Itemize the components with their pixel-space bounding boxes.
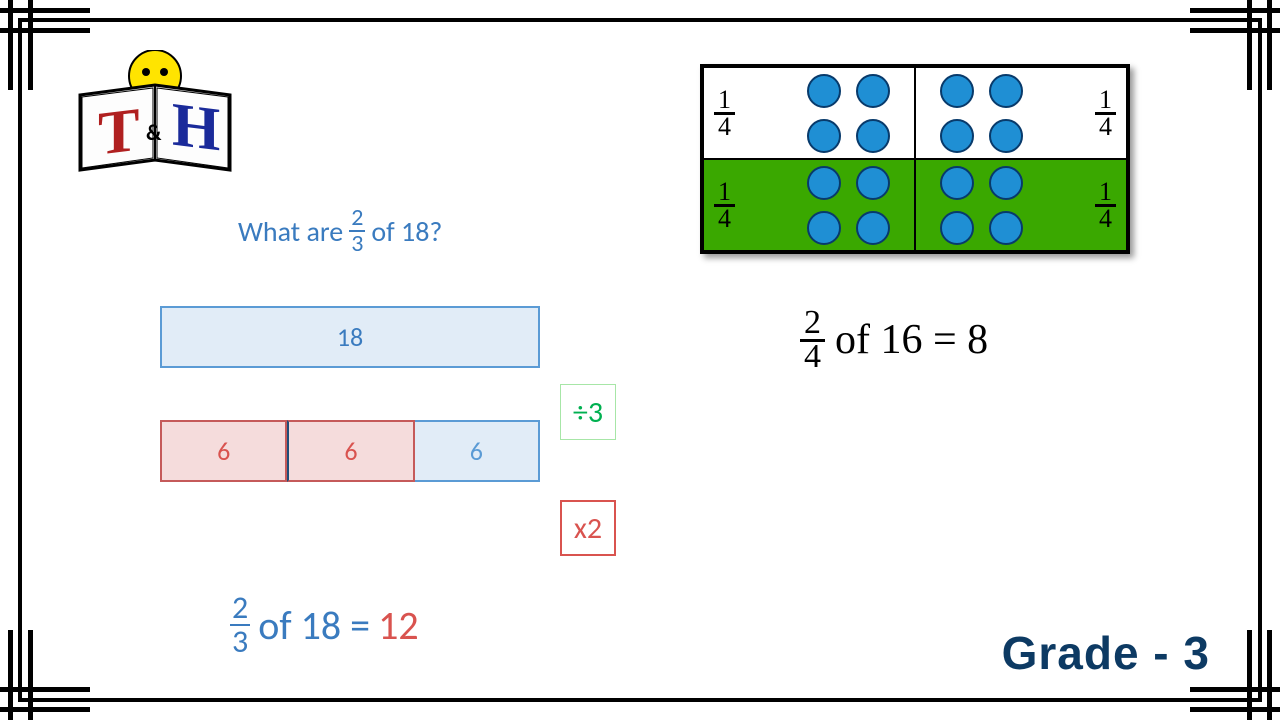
quad-fraction: 14: [714, 88, 735, 138]
quad-fraction: 14: [1095, 180, 1116, 230]
bar-part-cell: 6: [287, 420, 414, 482]
dot: [940, 211, 974, 245]
logo: T & H: [70, 50, 240, 180]
answer-right-text: of 16 = 8: [835, 316, 988, 364]
bar-part-cell: 6: [415, 420, 540, 482]
answer-right: 2 4 of 16 = 8: [800, 308, 988, 372]
dot-diagram: 14 14 14 14: [700, 64, 1130, 254]
bar-part-cell: 6: [160, 420, 287, 482]
dot: [856, 166, 890, 200]
dot: [807, 74, 841, 108]
operation-divide: ÷3: [560, 384, 616, 440]
question-suffix: of 18?: [371, 214, 442, 249]
dot: [807, 119, 841, 153]
dot: [989, 74, 1023, 108]
bar-whole-value: 18: [337, 321, 363, 353]
dot-quad: 14: [703, 159, 915, 251]
dot: [989, 166, 1023, 200]
dot: [856, 119, 890, 153]
answer-right-fraction: 2 4: [800, 308, 825, 372]
dot: [807, 211, 841, 245]
dot: [856, 74, 890, 108]
dot: [807, 166, 841, 200]
dot-quad: 14: [915, 67, 1127, 159]
answer-left-fraction: 2 3: [230, 592, 250, 658]
dot-quad: 14: [703, 67, 915, 159]
corner-decoration: [1190, 0, 1280, 90]
dot-quad: 14: [915, 159, 1127, 251]
answer-left: 2 3 of 18 = 12: [230, 592, 419, 658]
operation-multiply: x2: [560, 500, 616, 556]
answer-left-mid: of 18 =: [258, 601, 370, 650]
quad-fraction: 14: [714, 180, 735, 230]
bar-parts: 6 6 6: [160, 420, 540, 482]
question-prefix: What are: [238, 214, 343, 249]
corner-decoration: [0, 630, 90, 720]
dot: [940, 166, 974, 200]
bar-whole: 18: [160, 306, 540, 368]
answer-left-result: 12: [378, 601, 419, 650]
question-text: What are 2 3 of 18?: [238, 206, 442, 256]
dot: [989, 211, 1023, 245]
logo-letter-right: H: [172, 91, 220, 165]
grade-label: Grade - 3: [1002, 626, 1210, 680]
quad-fraction: 14: [1095, 88, 1116, 138]
logo-letter-left: T: [98, 96, 139, 169]
dot: [940, 119, 974, 153]
dot: [856, 211, 890, 245]
logo-ampersand: &: [146, 119, 162, 146]
dot: [989, 119, 1023, 153]
dot: [940, 74, 974, 108]
question-fraction: 2 3: [349, 206, 365, 256]
